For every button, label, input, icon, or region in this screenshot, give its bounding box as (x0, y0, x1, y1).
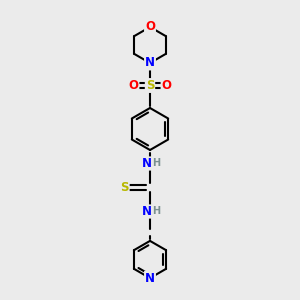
Text: S: S (120, 181, 129, 194)
Text: H: H (152, 206, 161, 217)
Text: O: O (161, 79, 172, 92)
Text: S: S (146, 79, 154, 92)
Text: O: O (145, 20, 155, 34)
Text: N: N (141, 205, 152, 218)
Text: H: H (152, 158, 161, 169)
Text: N: N (145, 56, 155, 70)
Text: N: N (145, 272, 155, 285)
Text: N: N (141, 157, 152, 170)
Text: O: O (128, 79, 139, 92)
